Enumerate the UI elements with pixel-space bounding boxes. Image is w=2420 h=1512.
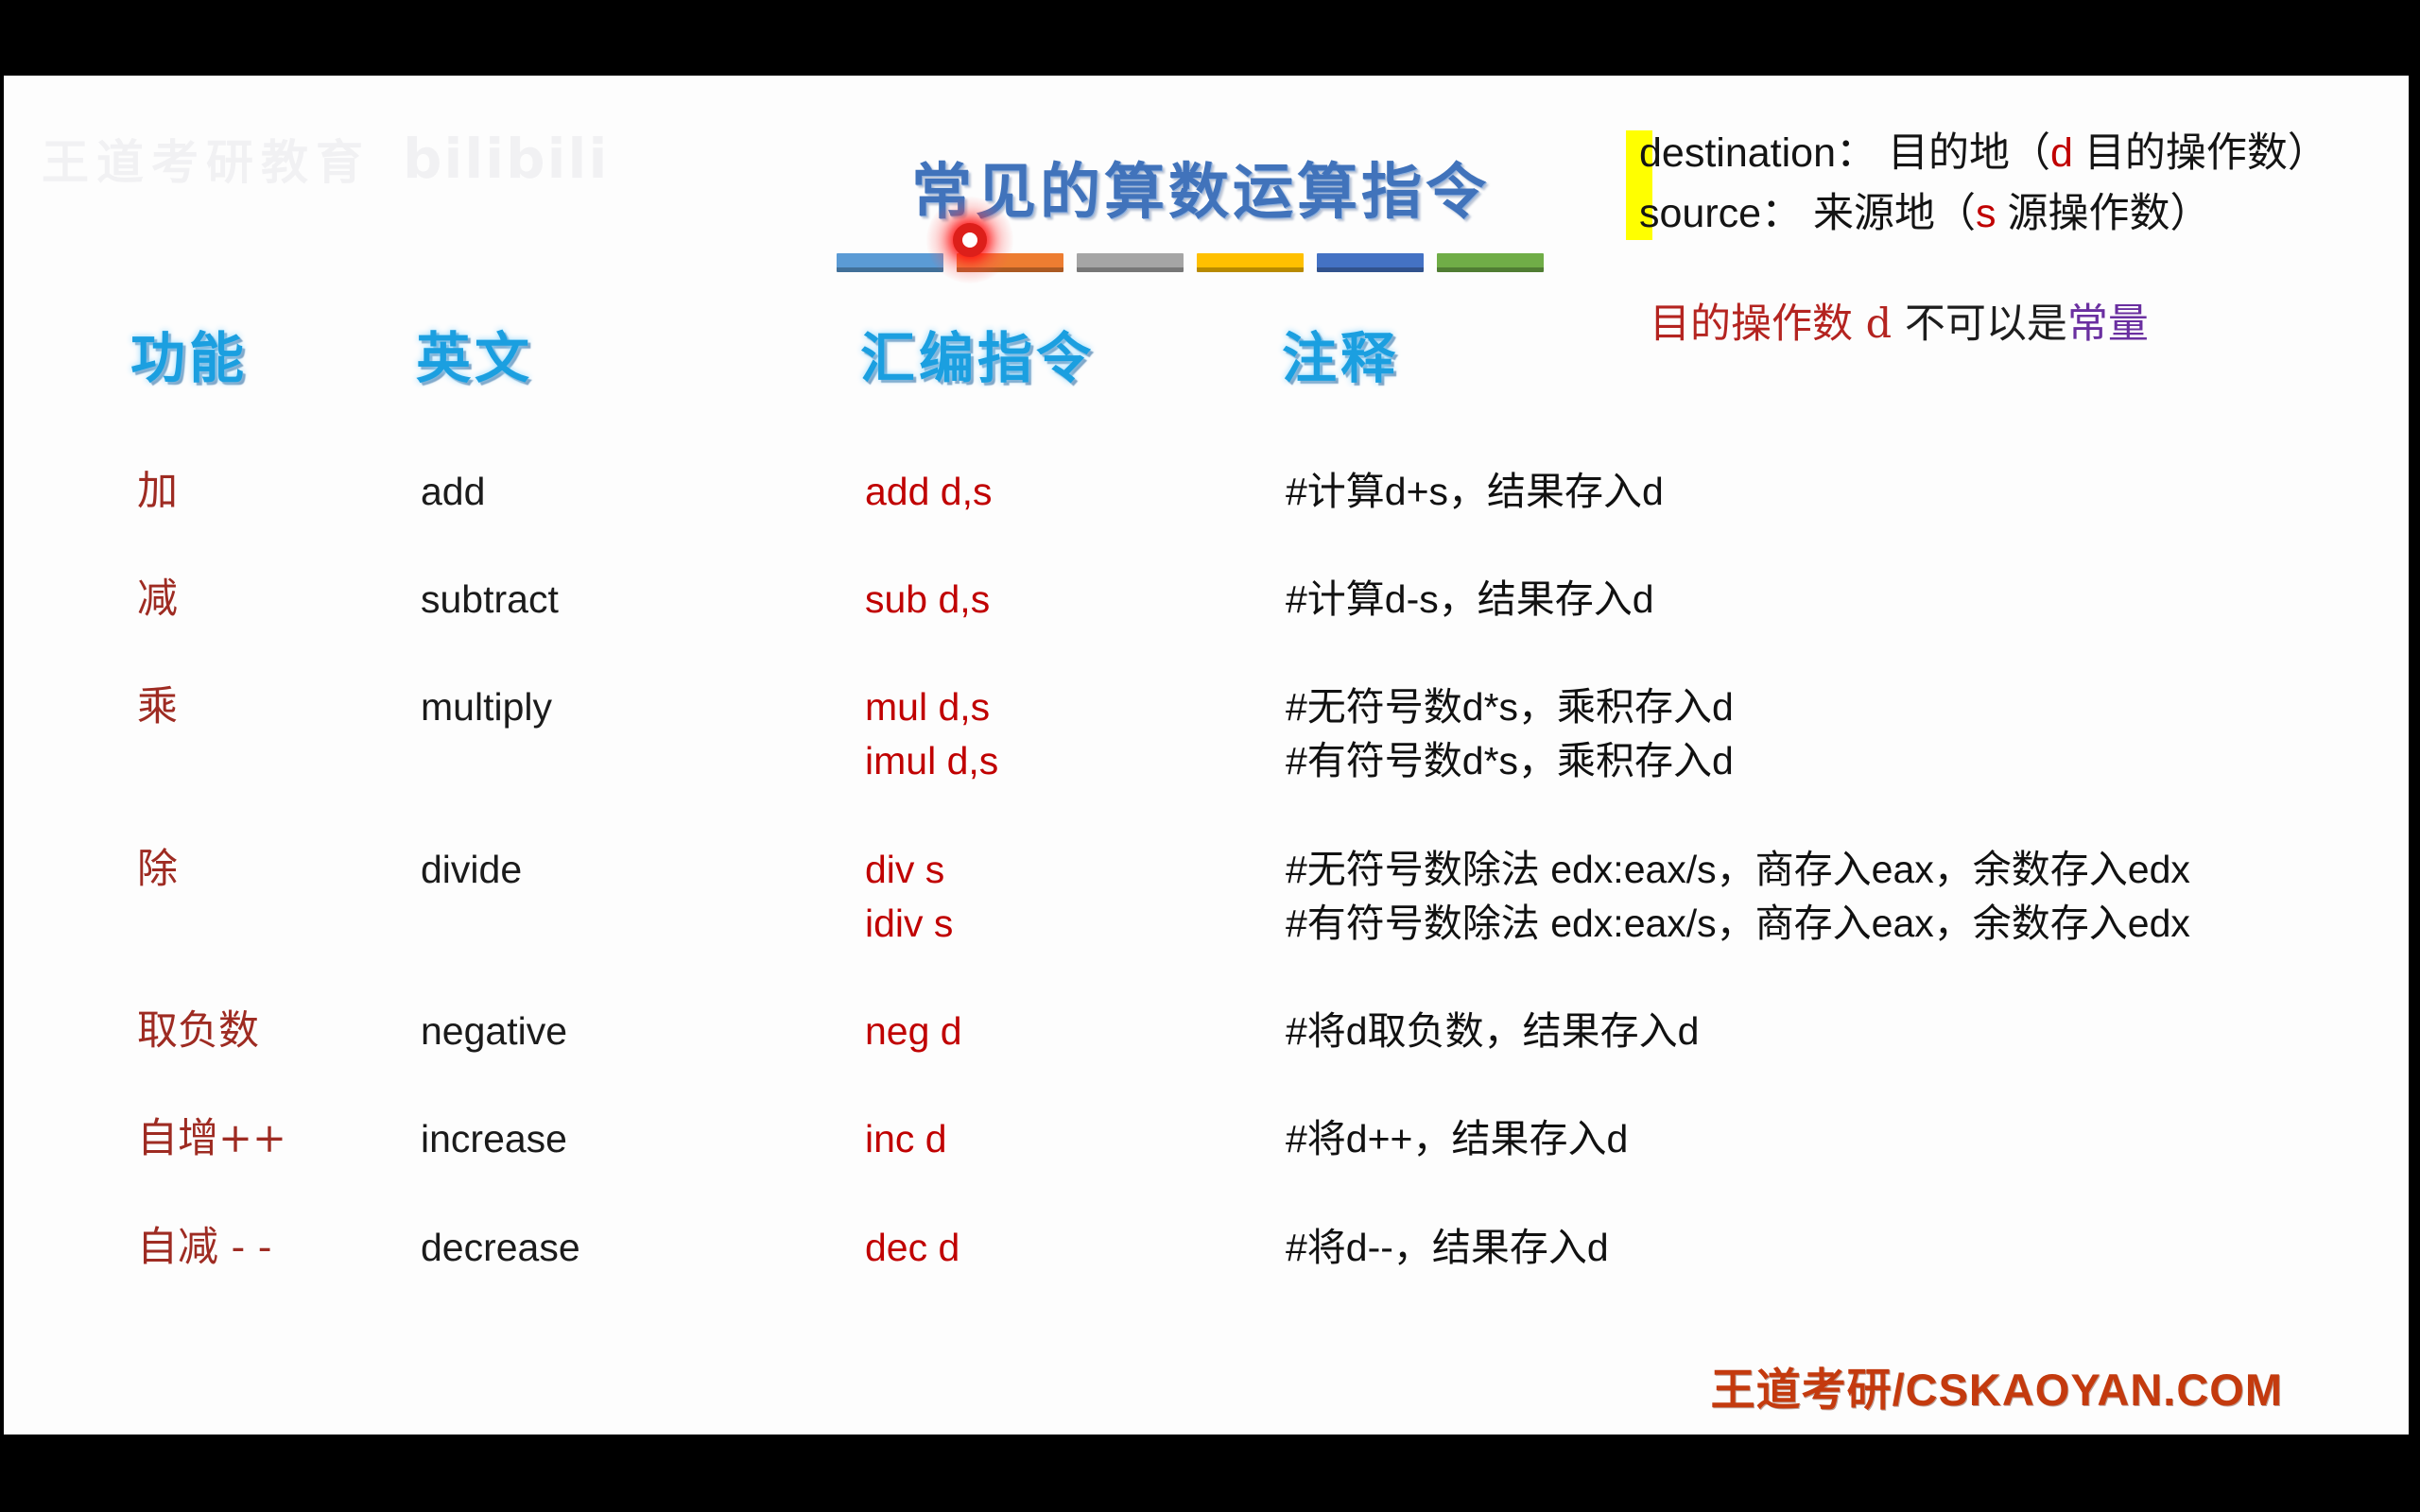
yellow-highlight-marker	[1626, 130, 1652, 240]
asm-line: sub d,s	[865, 577, 991, 621]
title-underline-bars	[837, 253, 1544, 272]
comment-line: #计算d-s，结果存入d	[1286, 577, 1654, 621]
row-comment: #无符号数除法 edx:eax/s，商存入eax，余数存入edx #有符号数除法 …	[1286, 843, 2190, 951]
row-english: multiply	[421, 685, 552, 729]
asm-line: div s	[865, 848, 945, 891]
asm-line: inc d	[865, 1117, 947, 1160]
legend-src-black1: source：	[1639, 191, 1803, 236]
comment-line: #计算d+s，结果存入d	[1286, 470, 1664, 513]
row-asm: inc d	[865, 1112, 947, 1166]
constant-note: 目的操作数 d 不可以是常量	[1650, 291, 2149, 350]
note-red-part: 目的操作数 d	[1650, 301, 1905, 348]
asm-line: imul d,s	[865, 739, 999, 782]
row-comment: #将d++，结果存入d	[1286, 1112, 1628, 1166]
slide-canvas: 王道考研教育 bilibili 常见的算数运算指令 destination： 目…	[4, 76, 2409, 1435]
header-comment: 注释	[1282, 326, 1400, 390]
legend-dest-operand: d	[2049, 130, 2073, 176]
comment-line: #将d--，结果存入d	[1286, 1226, 1609, 1269]
title-bar-3	[1077, 253, 1184, 272]
row-english: decrease	[421, 1226, 580, 1269]
title-bar-5	[1317, 253, 1424, 272]
asm-line: dec d	[865, 1226, 960, 1269]
row-comment: #将d--，结果存入d	[1286, 1221, 1609, 1275]
row-asm: div s idiv s	[865, 843, 953, 951]
header-english: 英文	[416, 326, 534, 390]
comment-line: #无符号数除法 edx:eax/s，商存入eax，余数存入edx	[1286, 848, 2190, 891]
comment-line: #有符号数除法 edx:eax/s，商存入eax，余数存入edx	[1286, 902, 2190, 945]
row-english: negative	[421, 1009, 568, 1053]
asm-line: neg d	[865, 1009, 962, 1053]
title-bar-6	[1437, 253, 1544, 272]
row-english: subtract	[421, 577, 559, 621]
legend-dest-black3: 目的操作数）	[2072, 130, 2328, 176]
row-asm: neg d	[865, 1005, 962, 1058]
legend-dest-black1: destination：	[1639, 130, 1876, 176]
row-comment: #无符号数d*s，乘积存入d #有符号数d*s，乘积存入d	[1286, 680, 1734, 788]
comment-line: #将d取负数，结果存入d	[1286, 1009, 1700, 1053]
row-english: increase	[421, 1117, 567, 1160]
title-bar-2	[957, 253, 1063, 272]
row-func: 减	[137, 576, 178, 623]
row-english: add	[421, 470, 486, 513]
asm-line: mul d,s	[865, 685, 991, 729]
legend-dest-black2: 目的地（	[1876, 130, 2050, 176]
brand-watermark: 王道考研/CSKAOYAN.COM	[1710, 1365, 2283, 1415]
title-bar-4	[1197, 253, 1304, 272]
header-assembly: 汇编指令	[860, 326, 1096, 390]
row-func: 乘	[137, 683, 178, 730]
uploader-watermark: 王道考研教育 bilibili	[42, 125, 609, 193]
comment-line: #将d++，结果存入d	[1286, 1117, 1629, 1160]
row-comment: #将d取负数，结果存入d	[1286, 1005, 1699, 1058]
row-asm: add d,s	[865, 465, 993, 519]
row-func: 取负数	[137, 1007, 259, 1055]
comment-line: #有符号数d*s，乘积存入d	[1286, 739, 1734, 782]
row-asm: dec d	[865, 1221, 959, 1275]
note-black-part: 不可以是	[1904, 301, 2067, 348]
comment-line: #无符号数d*s，乘积存入d	[1286, 685, 1734, 729]
row-func: 加	[137, 468, 178, 515]
row-asm: mul d,s imul d,s	[865, 680, 998, 788]
header-function: 功能	[130, 326, 249, 390]
legend-destination-line: destination： 目的地（d 目的操作数）	[1639, 123, 2328, 183]
uploader-watermark-text: 王道考研教育	[42, 134, 371, 190]
asm-line: add d,s	[865, 470, 993, 513]
row-comment: #计算d-s，结果存入d	[1286, 573, 1654, 627]
bilibili-logo: bilibili	[403, 127, 610, 191]
row-func: 自减 - -	[137, 1224, 272, 1271]
note-purple-part: 常量	[2066, 301, 2149, 348]
row-english: divide	[421, 848, 523, 891]
title-bar-1	[837, 253, 943, 272]
legend-src-black2: 来源地（	[1802, 191, 1977, 236]
row-asm: sub d,s	[865, 573, 990, 627]
row-func: 自增++	[137, 1115, 287, 1162]
operand-legend: destination： 目的地（d 目的操作数） source： 来源地（s …	[1639, 123, 2328, 244]
legend-src-operand: s	[1976, 191, 1996, 236]
row-func: 除	[137, 846, 178, 893]
slide-title: 常见的算数运算指令	[911, 157, 1490, 228]
row-comment: #计算d+s，结果存入d	[1286, 465, 1664, 519]
legend-source-line: source： 来源地（s 源操作数）	[1639, 183, 2328, 244]
legend-src-black3: 源操作数）	[1996, 191, 2211, 236]
asm-line: idiv s	[865, 902, 954, 945]
